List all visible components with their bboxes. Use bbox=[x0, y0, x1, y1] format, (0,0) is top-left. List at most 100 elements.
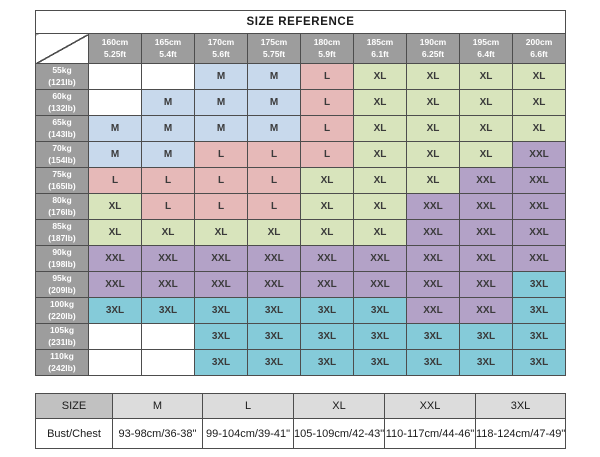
height-header-cell: 180cm 5.9ft bbox=[300, 33, 354, 64]
weight-kg: 80kg bbox=[52, 195, 72, 206]
size-cell: XXL bbox=[459, 193, 513, 220]
height-ft: 6.1ft bbox=[371, 48, 389, 59]
size-cell: XXL bbox=[511, 193, 567, 220]
weight-kg: 75kg bbox=[52, 169, 72, 180]
size-cell: XXL bbox=[406, 193, 460, 220]
size-cell: M bbox=[247, 115, 301, 142]
size-cell: XL bbox=[511, 115, 567, 142]
size-cell: L bbox=[300, 141, 354, 168]
size-cell: 3XL bbox=[194, 323, 248, 350]
height-header-cell: 175cm 5.75ft bbox=[247, 33, 301, 64]
size-cell: M bbox=[194, 63, 248, 90]
weight-label-cell: 90kg (198lb) bbox=[35, 245, 89, 272]
size-cell: 3XL bbox=[511, 271, 567, 298]
size-column-header: 3XL bbox=[475, 393, 566, 419]
size-cell: XXL bbox=[459, 297, 513, 324]
height-ft: 6.6ft bbox=[530, 48, 548, 59]
size-cell: XXL bbox=[353, 245, 407, 272]
size-cell: 3XL bbox=[459, 323, 513, 350]
size-cell: XXL bbox=[300, 271, 354, 298]
size-row: 65kg (143lb) M M M M L XL XL XL XL bbox=[35, 115, 567, 142]
weight-lb: (209lb) bbox=[48, 284, 76, 295]
weight-lb: (231lb) bbox=[48, 336, 76, 347]
size-row: 105kg (231lb) 3XL 3XL 3XL 3XL 3XL 3XL 3XL bbox=[35, 323, 567, 350]
size-cell: 3XL bbox=[353, 297, 407, 324]
size-cell: XXL bbox=[459, 271, 513, 298]
height-ft: 6.4ft bbox=[477, 48, 495, 59]
size-cell: M bbox=[247, 89, 301, 116]
size-cell: M bbox=[141, 115, 195, 142]
size-cell: M bbox=[88, 115, 142, 142]
size-cell: 3XL bbox=[459, 349, 513, 376]
size-cell: 3XL bbox=[300, 323, 354, 350]
height-ft: 5.9ft bbox=[318, 48, 336, 59]
size-row: 80kg (176lb) XL L L L XL XL XXL XXL XXL bbox=[35, 193, 567, 220]
size-column-header: L bbox=[202, 393, 294, 419]
height-cm: 160cm bbox=[101, 37, 129, 48]
weight-label-cell: 60kg (132lb) bbox=[35, 89, 89, 116]
size-header-cell: SIZE bbox=[35, 393, 113, 419]
weight-label-cell: 75kg (165lb) bbox=[35, 167, 89, 194]
weight-kg: 85kg bbox=[52, 221, 72, 232]
size-cell: XL bbox=[406, 141, 460, 168]
height-ft: 5.6ft bbox=[212, 48, 230, 59]
height-cm: 175cm bbox=[260, 37, 288, 48]
height-cm: 185cm bbox=[366, 37, 394, 48]
size-cell: XXL bbox=[88, 271, 142, 298]
height-cm: 200cm bbox=[525, 37, 553, 48]
weight-kg: 100kg bbox=[49, 299, 75, 310]
height-header-cell: 200cm 6.6ft bbox=[511, 33, 567, 64]
size-cell: XXL bbox=[141, 271, 195, 298]
size-cell: XL bbox=[353, 115, 407, 142]
size-cell: L bbox=[194, 167, 248, 194]
weight-lb: (242lb) bbox=[48, 362, 76, 373]
weight-lb: (154lb) bbox=[48, 154, 76, 165]
size-cell: XL bbox=[511, 63, 567, 90]
height-ft: 5.4ft bbox=[159, 48, 177, 59]
size-cell: M bbox=[247, 63, 301, 90]
size-column-header: XXL bbox=[384, 393, 476, 419]
size-cell: M bbox=[194, 115, 248, 142]
height-ft: 6.25ft bbox=[421, 48, 445, 59]
size-cell: XXL bbox=[511, 141, 567, 168]
size-cell: 3XL bbox=[194, 297, 248, 324]
bust-chest-measurement: 93-98cm/36-38" bbox=[112, 418, 203, 449]
weight-lb: (220lb) bbox=[48, 310, 76, 321]
bust-chest-header-row: SIZE M L XL XXL 3XL bbox=[35, 393, 566, 419]
size-reference-table: SIZE REFERENCE 160cm 5.25ft 165cm 5.4ft 170c… bbox=[34, 10, 567, 376]
weight-kg: 55kg bbox=[52, 65, 72, 76]
size-cell: XXL bbox=[511, 245, 567, 272]
size-cell bbox=[141, 63, 195, 90]
bust-chest-value-row: Bust/Chest 93-98cm/36-38" 99-104cm/39-41" 1… bbox=[35, 418, 566, 449]
size-cell: 3XL bbox=[511, 323, 567, 350]
size-cell bbox=[141, 323, 195, 350]
size-cell: XXL bbox=[406, 297, 460, 324]
weight-kg: 105kg bbox=[49, 325, 75, 336]
weight-label-cell: 95kg (209lb) bbox=[35, 271, 89, 298]
size-cell: L bbox=[300, 115, 354, 142]
size-cell: XXL bbox=[406, 271, 460, 298]
height-cm: 190cm bbox=[419, 37, 447, 48]
size-cell: XL bbox=[194, 219, 248, 246]
size-column-header: XL bbox=[293, 393, 385, 419]
size-cell: XL bbox=[353, 141, 407, 168]
height-cm: 180cm bbox=[313, 37, 341, 48]
weight-lb: (165lb) bbox=[48, 180, 76, 191]
size-cell: L bbox=[88, 167, 142, 194]
diagonal-corner-cell bbox=[35, 33, 89, 64]
size-cell: L bbox=[247, 141, 301, 168]
size-cell bbox=[88, 323, 142, 350]
size-cell: L bbox=[194, 193, 248, 220]
size-cell: XL bbox=[88, 193, 142, 220]
bust-chest-measurement: 110-117cm/44-46" bbox=[384, 418, 476, 449]
weight-label-cell: 55kg (121lb) bbox=[35, 63, 89, 90]
size-cell: 3XL bbox=[88, 297, 142, 324]
bust-chest-measurement: 99-104cm/39-41" bbox=[202, 418, 294, 449]
size-cell: 3XL bbox=[511, 349, 567, 376]
size-cell: XXL bbox=[511, 219, 567, 246]
weight-label-cell: 110kg (242lb) bbox=[35, 349, 89, 376]
size-cell: XXL bbox=[511, 167, 567, 194]
height-header-row: 160cm 5.25ft 165cm 5.4ft 170cm 5.6ft 175cm 5.75… bbox=[35, 33, 567, 64]
size-row: 70kg (154lb) M M L L L XL XL XL XXL bbox=[35, 141, 567, 168]
